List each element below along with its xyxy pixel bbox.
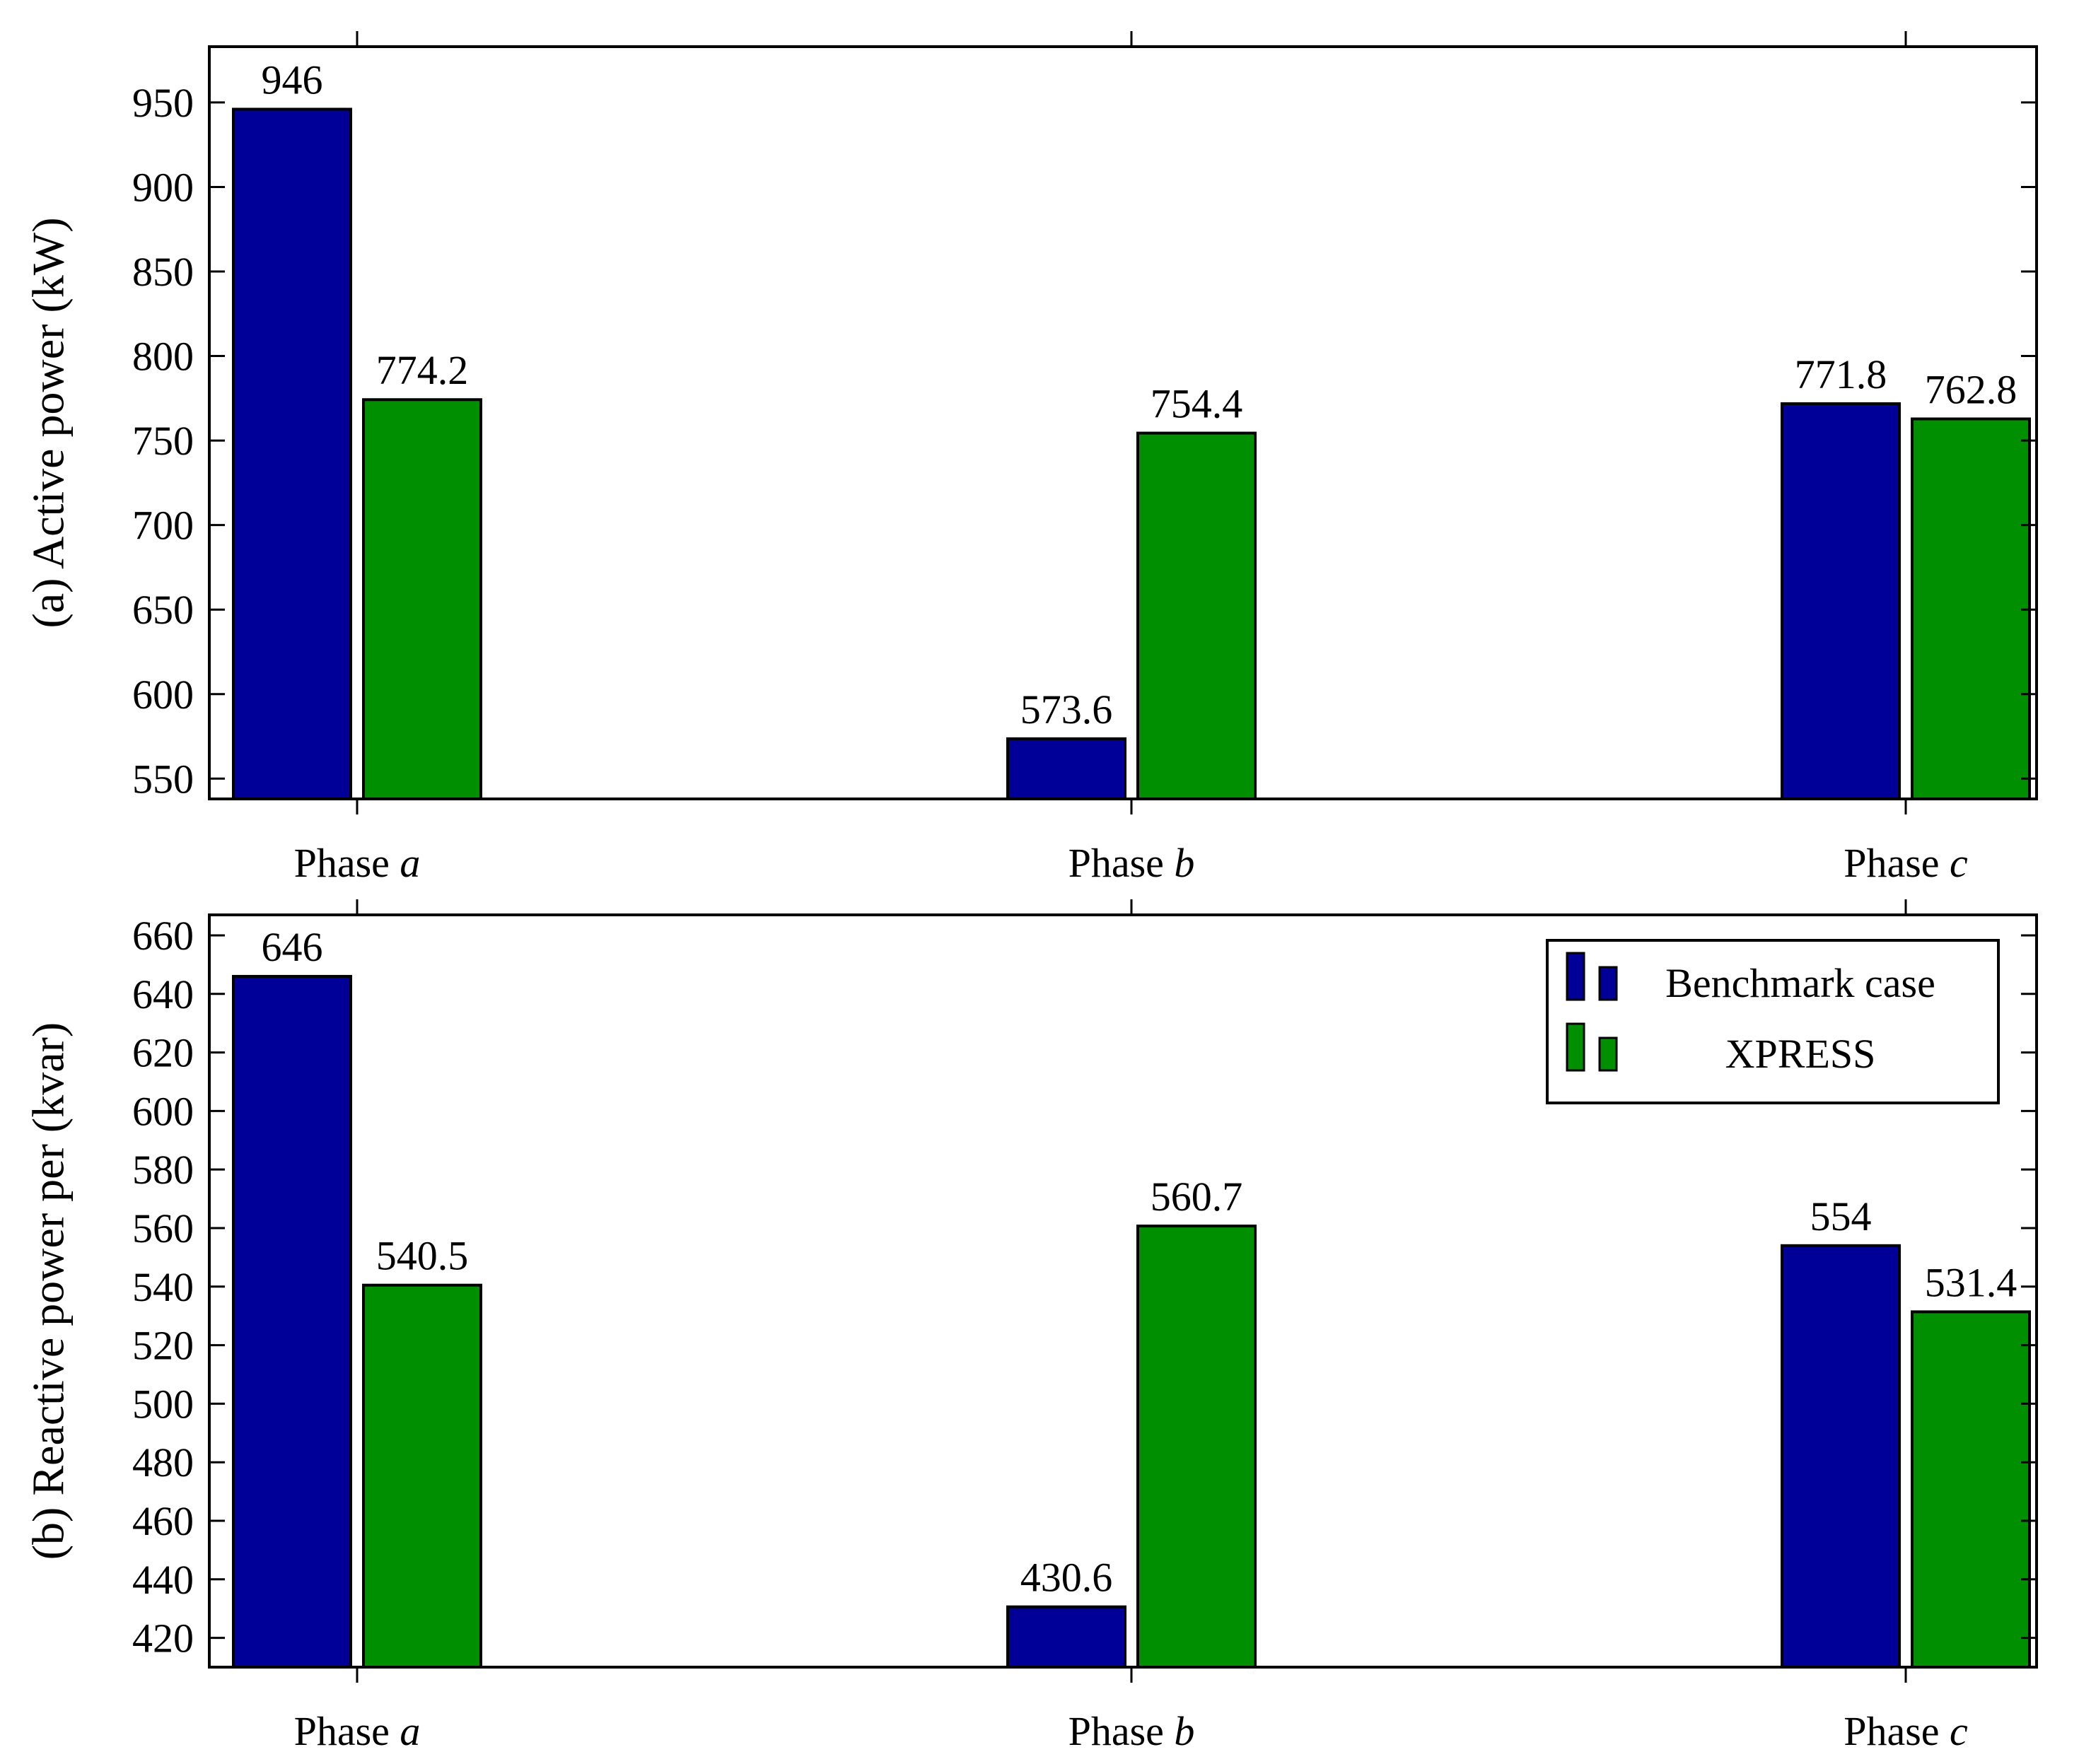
legend-box bbox=[1546, 939, 2000, 1104]
bar-xpress-a bbox=[362, 398, 482, 800]
data-label: 554 bbox=[1810, 1193, 1872, 1239]
data-label: 540.5 bbox=[376, 1233, 469, 1279]
x-tick-label-var: b bbox=[1174, 840, 1194, 886]
legend-swatch bbox=[1566, 1022, 1585, 1072]
y-tick-label: 950 bbox=[132, 80, 194, 126]
chart-panel-a: 946 573.6 771.8 774.2 754.4 762.8 550 600 650 700… bbox=[23, 31, 2038, 886]
y-tick-label: 500 bbox=[132, 1381, 194, 1427]
y-tick-label: 660 bbox=[132, 913, 194, 959]
legend-swatch bbox=[1598, 966, 1618, 1001]
bar-xpress-c bbox=[1911, 1310, 2031, 1669]
x-tick-label: Phase b bbox=[1068, 1708, 1195, 1754]
x-tick-label-prefix: Phase bbox=[1844, 1708, 1950, 1754]
y-tick-label: 600 bbox=[132, 1088, 194, 1134]
x-tick-label-prefix: Phase bbox=[1068, 1708, 1175, 1754]
plot-frame bbox=[208, 913, 2038, 1669]
x-tick-label: Phase a bbox=[294, 840, 421, 886]
x-tick-label-prefix: Phase bbox=[1844, 840, 1950, 886]
bar-benchmark-b bbox=[1006, 1605, 1126, 1669]
x-tick-label: Phase a bbox=[294, 1708, 421, 1754]
data-label: 754.4 bbox=[1151, 381, 1243, 427]
y-tick-label: 800 bbox=[132, 334, 194, 380]
data-label: 774.2 bbox=[376, 347, 469, 393]
y-tick-label: 700 bbox=[132, 503, 194, 549]
chart-panel-b: 646 430.6 554 540.5 560.7 531.4 420 440 460 480 50… bbox=[23, 899, 2038, 1754]
bar-benchmark-c bbox=[1781, 402, 1901, 800]
data-label: 430.6 bbox=[1020, 1555, 1113, 1601]
y-tick-label: 580 bbox=[132, 1147, 194, 1193]
bar-xpress-b bbox=[1136, 1225, 1257, 1669]
y-tick-label: 750 bbox=[132, 418, 194, 464]
x-tick-label-var: a bbox=[400, 1708, 420, 1754]
y-tick-label: 600 bbox=[132, 672, 194, 718]
data-label: 573.6 bbox=[1020, 687, 1113, 732]
bar-benchmark-b bbox=[1006, 737, 1126, 801]
data-label: 762.8 bbox=[1925, 367, 2017, 413]
x-tick-label: Phase b bbox=[1068, 840, 1195, 886]
y-tick-label: 480 bbox=[132, 1439, 194, 1485]
x-tick-label-var: c bbox=[1950, 1708, 1968, 1754]
y-tick-label: 900 bbox=[132, 164, 194, 210]
legend-swatch bbox=[1566, 952, 1585, 1001]
legend-swatch bbox=[1598, 1036, 1618, 1072]
y-tick-label: 560 bbox=[132, 1205, 194, 1251]
y-tick-label: 650 bbox=[132, 587, 194, 633]
x-tick-label-prefix: Phase bbox=[1068, 840, 1175, 886]
data-label: 560.7 bbox=[1151, 1174, 1243, 1220]
y-axis-label: (b) Reactive power per (kvar) bbox=[23, 1022, 74, 1560]
y-tick-label: 850 bbox=[132, 249, 194, 295]
y-tick-label: 460 bbox=[132, 1498, 194, 1544]
plot-frame bbox=[208, 45, 2038, 800]
y-tick-label: 540 bbox=[132, 1264, 194, 1310]
x-tick-label-var: b bbox=[1174, 1708, 1194, 1754]
data-label: 946 bbox=[262, 57, 323, 103]
y-tick-label: 640 bbox=[132, 971, 194, 1017]
y-axis-label: (a) Active power (kW) bbox=[23, 217, 74, 628]
bar-xpress-b bbox=[1136, 431, 1257, 800]
bar-xpress-a bbox=[362, 1283, 482, 1669]
data-label: 771.8 bbox=[1795, 351, 1887, 397]
bar-xpress-c bbox=[1911, 417, 2031, 800]
x-tick-label: Phase c bbox=[1844, 840, 1968, 886]
y-tick-label: 440 bbox=[132, 1557, 194, 1603]
legend-label: Benchmark case bbox=[1665, 960, 1935, 1006]
x-tick-label: Phase c bbox=[1844, 1708, 1968, 1754]
y-tick-label: 420 bbox=[132, 1616, 194, 1661]
data-label: 646 bbox=[262, 924, 323, 970]
bar-benchmark-a bbox=[232, 974, 352, 1669]
y-tick-label: 550 bbox=[132, 756, 194, 802]
bar-benchmark-c bbox=[1781, 1244, 1901, 1669]
data-label: 531.4 bbox=[1925, 1259, 2017, 1305]
x-tick-label-prefix: Phase bbox=[294, 840, 400, 886]
bar-benchmark-a bbox=[232, 107, 352, 801]
legend-label: XPRESS bbox=[1725, 1031, 1876, 1077]
x-tick-label-var: a bbox=[400, 840, 420, 886]
legend: Benchmark case XPRESS bbox=[1546, 939, 2000, 1104]
y-tick-label: 520 bbox=[132, 1323, 194, 1369]
x-tick-label-prefix: Phase bbox=[294, 1708, 400, 1754]
x-tick-label-var: c bbox=[1950, 840, 1968, 886]
y-tick-label: 620 bbox=[132, 1030, 194, 1076]
